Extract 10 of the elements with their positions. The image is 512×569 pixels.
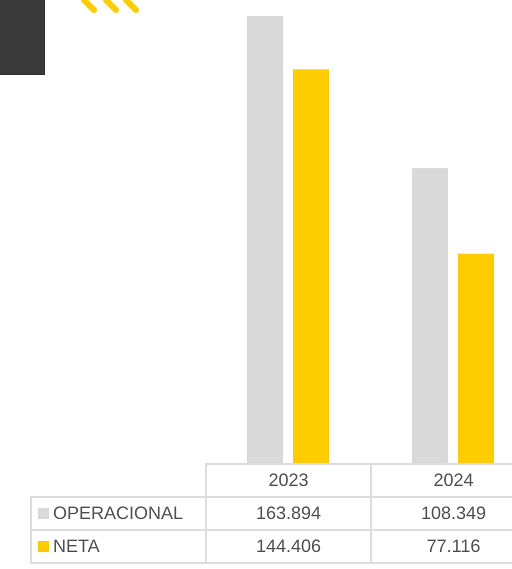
legend-label: NETA bbox=[31, 530, 206, 563]
bar bbox=[293, 69, 329, 465]
data-label: 108.349 bbox=[371, 497, 512, 530]
legend-label: OPERACIONAL bbox=[31, 497, 206, 530]
data-label: 163.894 bbox=[206, 497, 371, 530]
bar bbox=[458, 254, 494, 465]
data-label: 77.116 bbox=[371, 530, 512, 563]
x-tick-label: 2023 bbox=[206, 464, 371, 497]
x-tick-label: 2024 bbox=[371, 464, 512, 497]
data-label: 144.406 bbox=[206, 530, 371, 563]
